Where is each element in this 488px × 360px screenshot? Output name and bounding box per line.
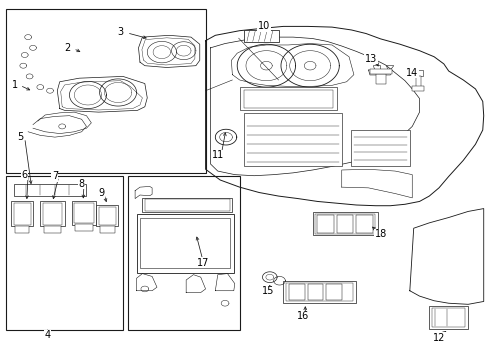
Text: 4: 4 xyxy=(44,330,51,341)
Text: 1: 1 xyxy=(11,80,18,90)
Bar xyxy=(136,214,233,273)
Text: 13: 13 xyxy=(364,54,376,64)
Bar xyxy=(243,90,332,108)
Text: 10: 10 xyxy=(257,21,269,31)
Bar xyxy=(315,214,374,234)
Bar xyxy=(431,308,464,327)
Bar xyxy=(317,215,333,233)
Bar xyxy=(6,9,205,173)
Bar xyxy=(144,199,229,211)
Bar xyxy=(286,283,353,301)
Bar xyxy=(288,284,304,300)
Bar xyxy=(411,86,424,91)
Bar xyxy=(428,306,467,329)
Bar xyxy=(336,215,353,233)
Bar xyxy=(11,202,33,226)
Text: 15: 15 xyxy=(261,287,273,296)
Bar xyxy=(369,69,391,73)
Bar xyxy=(75,224,93,231)
Bar xyxy=(239,87,336,111)
Bar xyxy=(127,176,239,330)
Bar xyxy=(96,205,118,226)
Bar xyxy=(142,198,232,212)
Bar xyxy=(42,203,62,225)
Text: 17: 17 xyxy=(197,258,209,268)
Bar xyxy=(244,113,341,166)
Bar xyxy=(415,76,421,88)
Bar xyxy=(99,207,116,225)
Text: 8: 8 xyxy=(79,179,84,189)
Bar xyxy=(140,217,229,267)
Bar xyxy=(244,30,278,42)
Bar xyxy=(14,203,30,225)
Text: 6: 6 xyxy=(21,170,28,180)
Text: 5: 5 xyxy=(17,132,23,142)
Text: 7: 7 xyxy=(52,171,58,181)
Text: 16: 16 xyxy=(296,311,308,321)
Bar xyxy=(44,226,61,233)
Bar xyxy=(351,130,409,166)
Bar xyxy=(307,284,323,300)
Text: 3: 3 xyxy=(117,27,123,37)
Bar xyxy=(312,212,377,235)
Text: 9: 9 xyxy=(98,188,104,198)
Bar xyxy=(74,203,94,223)
Bar xyxy=(356,215,372,233)
Bar xyxy=(375,73,386,84)
Bar xyxy=(325,284,341,300)
Text: 2: 2 xyxy=(64,43,70,53)
Bar xyxy=(100,226,115,233)
Bar xyxy=(72,202,96,225)
Bar xyxy=(40,202,64,226)
Bar xyxy=(14,184,86,196)
Bar xyxy=(283,281,356,303)
Bar xyxy=(6,176,122,330)
Text: 18: 18 xyxy=(374,229,386,239)
Text: 12: 12 xyxy=(432,333,444,343)
Text: 14: 14 xyxy=(406,68,418,78)
Text: 11: 11 xyxy=(211,150,224,160)
Bar xyxy=(15,226,29,233)
